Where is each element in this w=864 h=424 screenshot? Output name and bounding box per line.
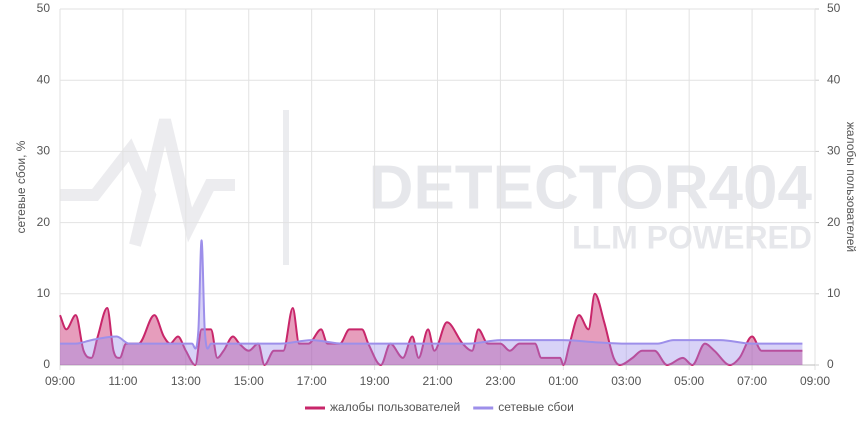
x-tick-label: 23:00 xyxy=(485,374,515,388)
watermark-subtitle: LLM POWERED xyxy=(572,219,812,255)
y2-tick-label: 30 xyxy=(827,144,841,158)
y2-tick-label: 10 xyxy=(827,286,841,300)
x-tick-label: 13:00 xyxy=(171,374,201,388)
x-tick-label: 21:00 xyxy=(422,374,452,388)
y2-tick-label: 0 xyxy=(827,357,834,371)
y-tick-label: 50 xyxy=(37,1,51,15)
x-tick-label: 17:00 xyxy=(297,374,327,388)
y-axis-title: сетевые сбои, % xyxy=(14,140,28,233)
y-tick-label: 0 xyxy=(43,357,50,371)
legend-label: жалобы пользователей xyxy=(330,400,460,414)
y2-tick-label: 20 xyxy=(827,215,841,229)
x-tick-label: 07:00 xyxy=(737,374,767,388)
watermark-title: DETECTOR404 xyxy=(369,153,813,222)
legend-label: сетевые сбои xyxy=(498,400,574,414)
x-tick-label: 05:00 xyxy=(674,374,704,388)
watermark-logo xyxy=(60,118,235,247)
x-tick-label: 09:00 xyxy=(800,374,830,388)
x-tick-label: 19:00 xyxy=(360,374,390,388)
y-tick-label: 20 xyxy=(37,215,51,229)
y2-tick-label: 50 xyxy=(827,1,841,15)
x-tick-label: 15:00 xyxy=(234,374,264,388)
y-tick-label: 10 xyxy=(37,286,51,300)
area-fill xyxy=(60,240,803,365)
watermark: DETECTOR404 LLM POWERED xyxy=(60,110,813,265)
x-tick-label: 03:00 xyxy=(611,374,641,388)
x-tick-label: 09:00 xyxy=(45,374,75,388)
x-tick-label: 11:00 xyxy=(108,374,137,388)
y-tick-label: 30 xyxy=(37,144,51,158)
y2-tick-label: 40 xyxy=(827,72,841,86)
series-line xyxy=(60,239,803,350)
x-tick-label: 01:00 xyxy=(548,374,578,388)
y2-axis-title: жалобы пользователей xyxy=(844,122,858,252)
y-tick-label: 40 xyxy=(37,72,51,86)
watermark-divider xyxy=(283,110,289,265)
